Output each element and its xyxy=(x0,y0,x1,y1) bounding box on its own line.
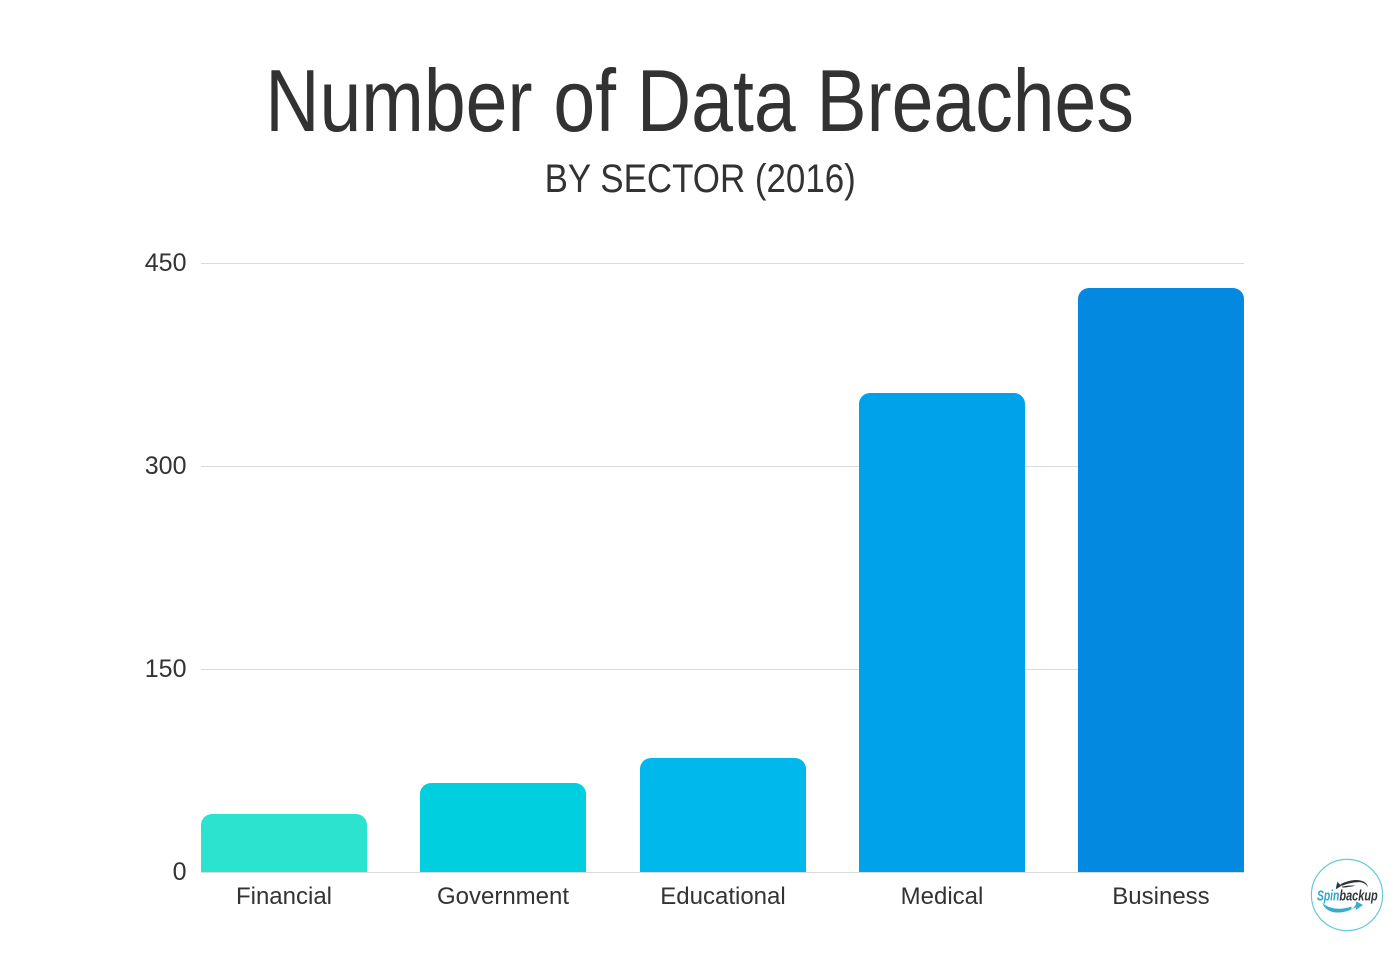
svg-text:Spin: Spin xyxy=(1317,888,1339,905)
svg-text:backup: backup xyxy=(1339,888,1377,905)
